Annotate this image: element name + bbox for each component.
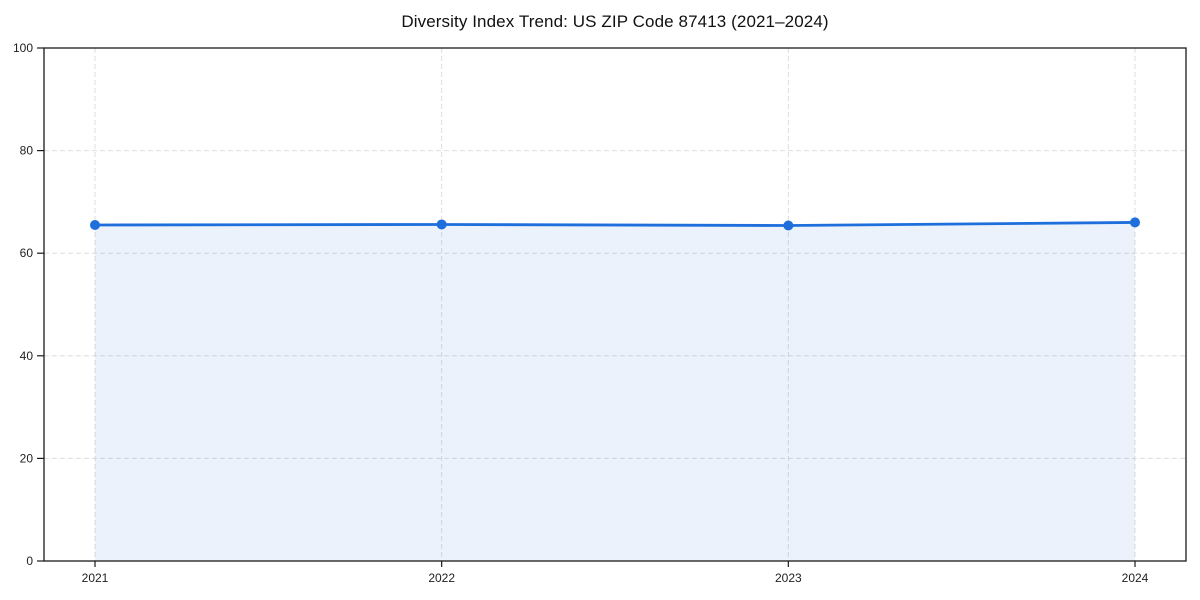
trend-line: [93, 221, 1137, 227]
y-tick-label: 80: [20, 144, 34, 158]
y-tick-label: 60: [20, 246, 34, 260]
data-point: [436, 219, 447, 230]
area-fill: [95, 222, 1135, 562]
data-point: [783, 220, 794, 231]
x-tick-label: 2022: [428, 571, 455, 585]
chart-title: Diversity Index Trend: US ZIP Code 87413…: [401, 12, 829, 31]
x-tick-label: 2023: [775, 571, 802, 585]
x-tick-label: 2024: [1122, 571, 1149, 585]
y-tick-label: 100: [13, 41, 33, 55]
y-tick-label: 0: [26, 554, 33, 568]
data-point: [90, 219, 100, 230]
data-point: [1130, 217, 1140, 228]
plot-border: [43, 47, 1187, 562]
y-tick-label: 40: [20, 349, 34, 363]
x-tick-label: 2021: [82, 571, 109, 585]
y-tick-label: 20: [20, 451, 34, 465]
